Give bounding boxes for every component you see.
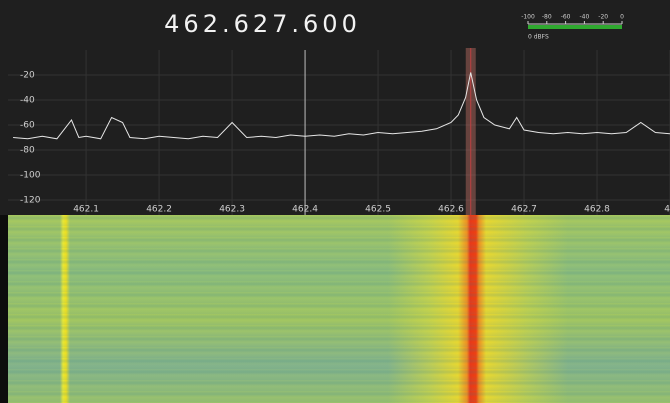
x-tick-label: 462.7 xyxy=(511,205,537,215)
x-tick-label: 462.2 xyxy=(146,205,172,215)
spectrum-trace xyxy=(13,72,670,140)
y-tick-label: -60 xyxy=(20,121,35,131)
meter-tick-label: -100 xyxy=(521,14,535,21)
x-tick-label: 462.3 xyxy=(219,205,245,215)
x-tick-label: 462.6 xyxy=(438,205,464,215)
y-tick-label: -80 xyxy=(20,146,35,156)
meter-tick-label: -80 xyxy=(542,14,552,21)
meter-tick-label: -20 xyxy=(598,14,608,21)
meter-unit: 0 dBFS xyxy=(528,34,549,41)
plot-area xyxy=(8,50,670,215)
y-tick-label: -100 xyxy=(20,171,41,181)
x-tick-label: 462.8 xyxy=(584,205,610,215)
y-tick-label: -20 xyxy=(20,71,35,81)
x-tick-label: 462.5 xyxy=(365,205,391,215)
waterfall xyxy=(8,215,670,403)
y-tick-label: -120 xyxy=(20,196,41,206)
frequency-display[interactable]: 462.627.600 xyxy=(164,10,361,38)
x-tick-label: 462.1 xyxy=(73,205,99,215)
meter-bar xyxy=(528,25,622,29)
y-tick-label: -40 xyxy=(20,96,35,106)
meter-tick-label: 0 xyxy=(620,14,624,21)
waterfall-edge xyxy=(0,215,8,403)
x-tick-label: 46 xyxy=(664,205,670,215)
meter-tick-label: -60 xyxy=(561,14,571,21)
meter-tick-label: -40 xyxy=(579,14,589,21)
